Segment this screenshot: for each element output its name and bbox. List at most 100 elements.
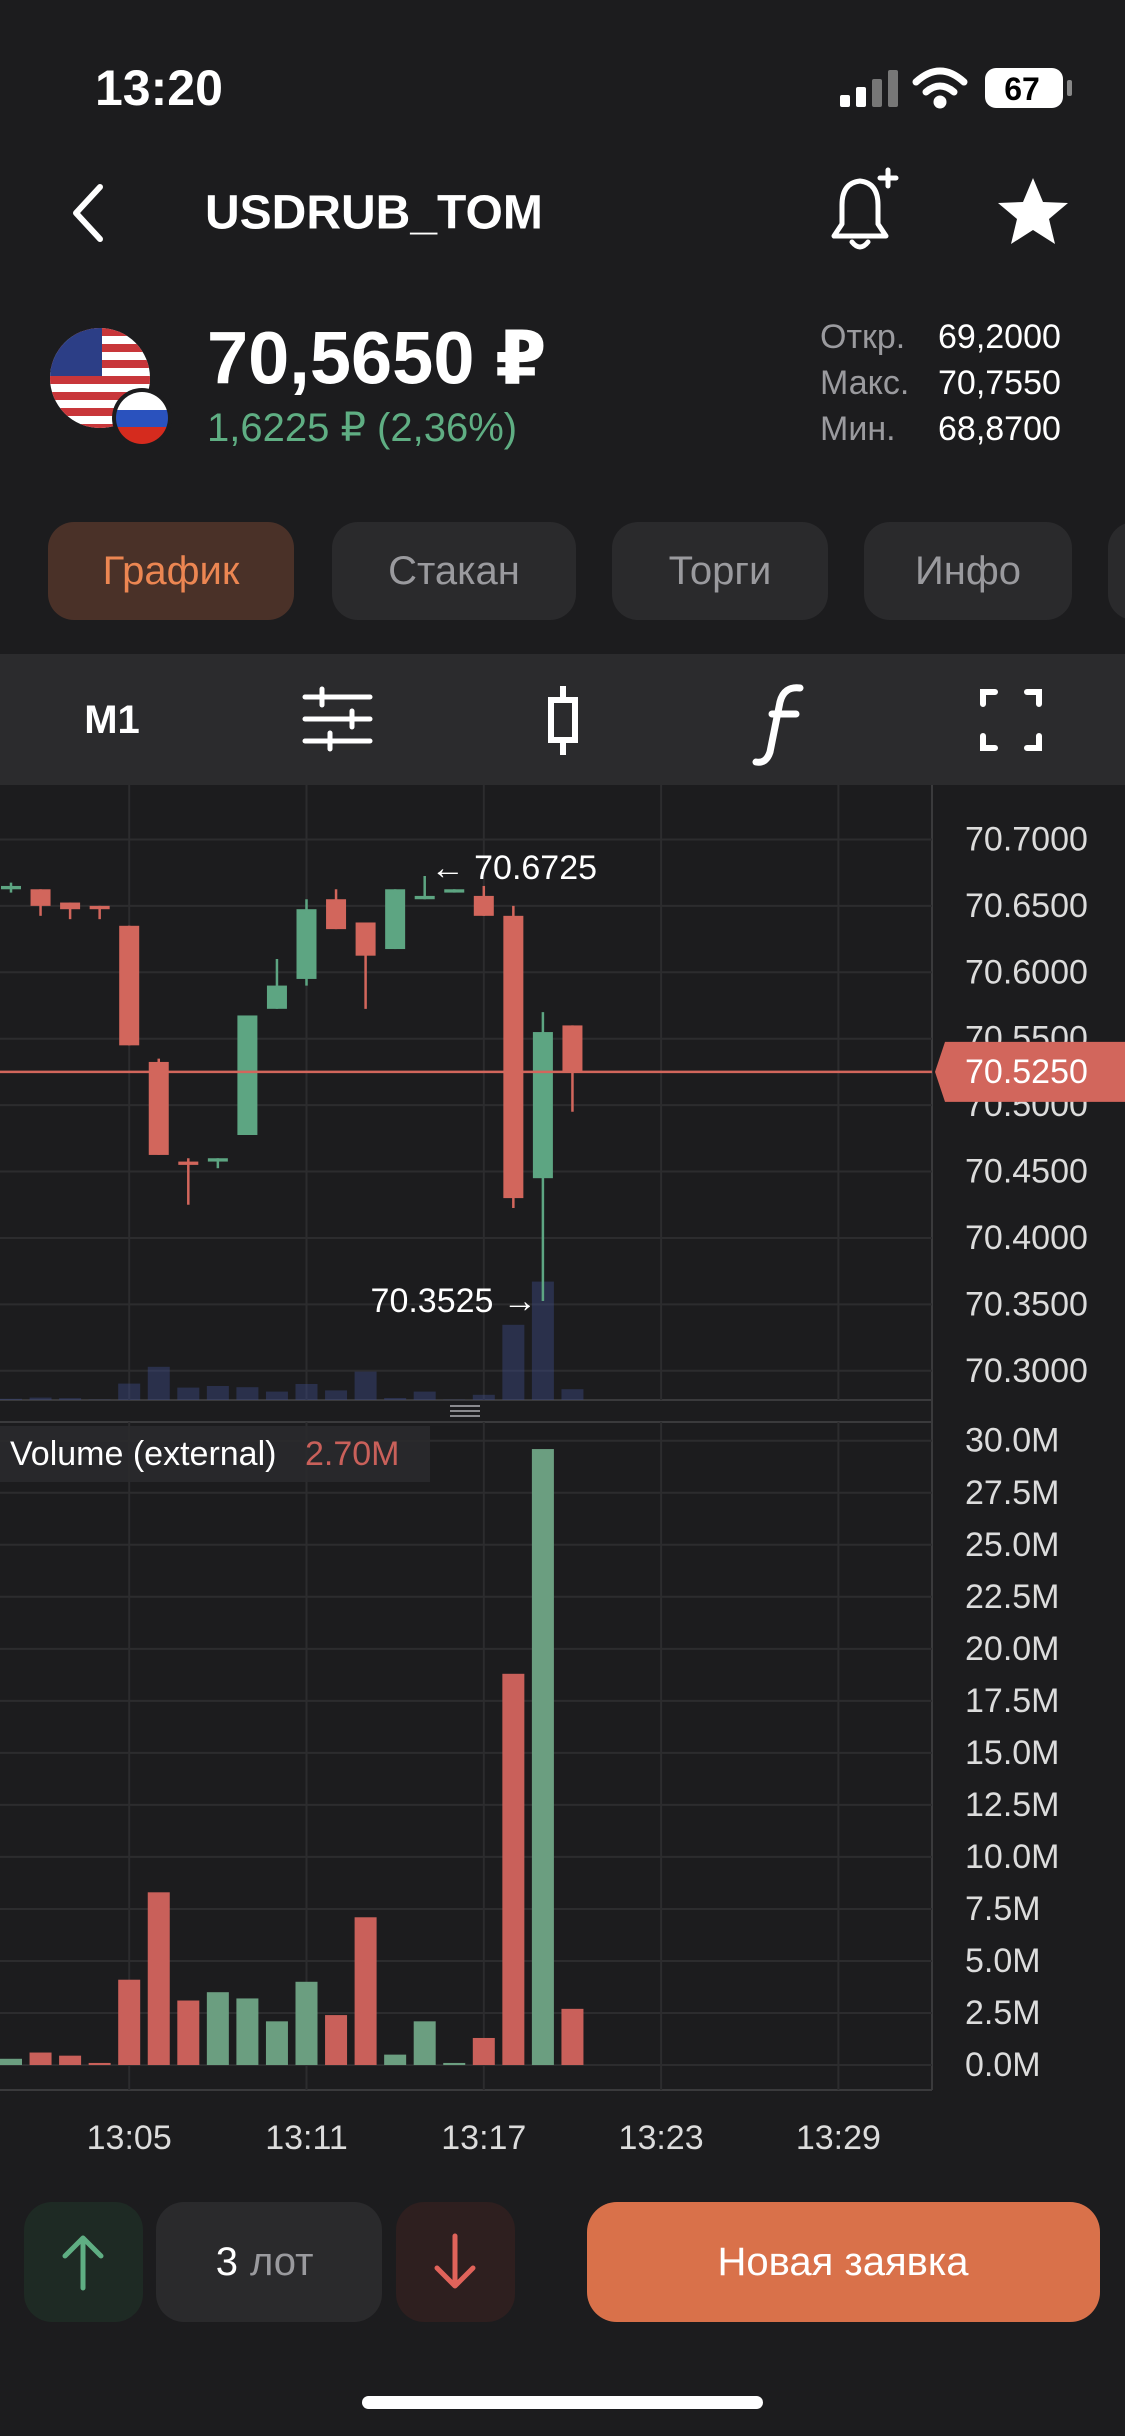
interval-button[interactable]: M1 xyxy=(84,698,140,742)
y-tick-label: 70.3000 xyxy=(965,1352,1088,1390)
volume-bar xyxy=(29,2052,52,2066)
volume-bar xyxy=(502,1673,525,2066)
status-time: 13:20 xyxy=(95,60,223,116)
volume-bar xyxy=(472,2037,495,2066)
volume-bar xyxy=(118,1979,141,2066)
candle-body xyxy=(414,895,435,900)
battery-icon xyxy=(985,68,1063,108)
tab[interactable] xyxy=(864,522,1072,620)
y-tick-label: 70.3500 xyxy=(965,1285,1088,1323)
volume-bar xyxy=(325,2015,348,2066)
stat-value: 69,2000 xyxy=(938,318,1061,356)
new-order-label: Новая заявка xyxy=(717,2240,969,2284)
candle-body xyxy=(326,899,347,930)
volume-bar xyxy=(236,1998,259,2066)
price-change: 1,6225 ₽ (2,36%) xyxy=(207,406,517,450)
candle-body xyxy=(444,889,465,893)
battery-cap xyxy=(1067,80,1072,96)
volume-bar xyxy=(59,2055,82,2066)
candle-body xyxy=(30,889,51,906)
candle-body xyxy=(207,1158,228,1162)
candle-body xyxy=(237,1015,258,1136)
max-annotation: ← 70.6725 xyxy=(431,849,597,887)
tab-active[interactable] xyxy=(48,522,294,620)
candle-body xyxy=(1,885,21,890)
fullscreen-button[interactable] xyxy=(980,689,1042,751)
x-tick-label: 13:05 xyxy=(87,2119,172,2157)
tab[interactable] xyxy=(612,522,828,620)
battery-level: 67 xyxy=(1004,71,1040,107)
volume-overlay xyxy=(206,1386,229,1400)
tab[interactable] xyxy=(332,522,576,620)
tab-label: График xyxy=(103,549,240,593)
lots-input[interactable] xyxy=(156,2202,382,2322)
chart-type-button[interactable] xyxy=(548,686,578,755)
min-annotation: 70.3525 → xyxy=(371,1282,537,1320)
stat-label: Откр. xyxy=(820,318,905,356)
volume-overlay xyxy=(177,1387,200,1400)
y-tick-label: 27.5M xyxy=(965,1474,1060,1512)
volume-overlay xyxy=(531,1281,554,1400)
volume-bar xyxy=(0,2058,22,2066)
favorite-button[interactable] xyxy=(998,178,1068,244)
volume-bar xyxy=(177,2000,200,2066)
candle-body xyxy=(355,922,376,956)
stat-label: Мин. xyxy=(820,410,896,448)
y-tick-label: 70.6000 xyxy=(965,953,1088,991)
candle-body xyxy=(178,1161,199,1165)
new-order-button[interactable] xyxy=(587,2202,1100,2322)
y-tick-label: 10.0M xyxy=(965,1838,1060,1876)
candle-body xyxy=(385,889,406,950)
candle-body xyxy=(532,1032,553,1179)
candle-body xyxy=(503,915,524,1199)
volume-overlay xyxy=(354,1371,377,1400)
y-tick-label: 70.7000 xyxy=(965,820,1088,858)
y-tick-label: 0.0M xyxy=(965,2046,1041,2084)
volume-bar xyxy=(413,2021,436,2066)
settings-button[interactable] xyxy=(302,686,373,752)
volume-bar xyxy=(354,1917,377,2066)
us-flag xyxy=(50,328,150,428)
indicators-button[interactable] xyxy=(752,684,804,766)
candle-body xyxy=(562,1025,583,1072)
y-tick-label: 15.0M xyxy=(965,1734,1060,1772)
instrument-title: USDRUB_TOM xyxy=(205,187,543,240)
volume-bar xyxy=(88,2062,111,2066)
candle-body xyxy=(89,905,110,910)
current-price-label: 70.5250 xyxy=(965,1053,1088,1091)
alert-button[interactable] xyxy=(831,167,899,250)
tab-label: Инфо xyxy=(915,549,1021,593)
volume-overlay xyxy=(472,1394,495,1400)
volume-overlay xyxy=(325,1390,348,1400)
tab-partial[interactable] xyxy=(1108,522,1125,620)
volume-overlay xyxy=(295,1384,318,1400)
ru-flag xyxy=(116,392,168,444)
plot xyxy=(0,785,932,2090)
y-tick-label: 30.0M xyxy=(965,1422,1060,1460)
lots-unit: лот xyxy=(250,2240,313,2284)
candle-body xyxy=(473,895,494,916)
y-tick-label: 70.6500 xyxy=(965,887,1088,925)
sell-arrow xyxy=(434,2233,476,2289)
home-indicator xyxy=(362,2396,763,2409)
volume-overlay xyxy=(0,1398,22,1400)
volume-overlay xyxy=(29,1397,52,1400)
x-tick-label: 13:23 xyxy=(619,2119,704,2157)
last-price: 70,5650 ₽ xyxy=(207,317,547,400)
y-tick-label: 22.5M xyxy=(965,1578,1060,1616)
volume-bar xyxy=(384,2054,407,2066)
volume-overlay xyxy=(265,1391,288,1400)
x-tick-label: 13:11 xyxy=(265,2119,348,2157)
volume-bar xyxy=(561,2008,584,2066)
back-button[interactable] xyxy=(73,184,103,242)
pane-resize-handle[interactable] xyxy=(450,1405,480,1417)
volume-bar xyxy=(147,1892,170,2066)
volume-overlay xyxy=(236,1387,259,1400)
volume-legend-box xyxy=(0,1426,430,1482)
chart-area: 70.300070.350070.400070.450070.500070.55… xyxy=(0,785,1125,2157)
stat-value: 70,7550 xyxy=(938,364,1061,402)
volume-overlay xyxy=(561,1389,584,1400)
volume-overlay xyxy=(118,1383,141,1400)
